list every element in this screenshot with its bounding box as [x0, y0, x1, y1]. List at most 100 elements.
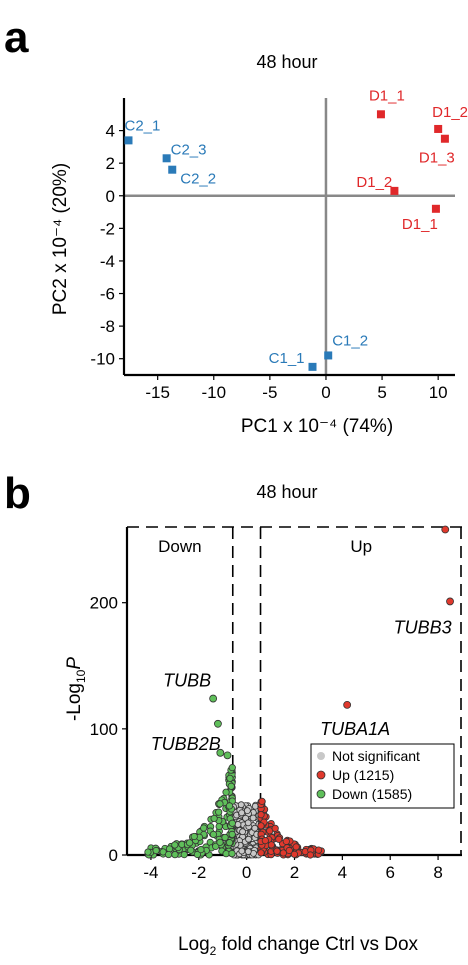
pca-point-label: C2_1 [124, 117, 160, 134]
volcano-legend-swatch [316, 789, 326, 799]
volcano-x-tick-label: -2 [191, 863, 206, 882]
volcano-region-up-label: Up [350, 537, 372, 556]
volcano-point-down [228, 819, 236, 827]
volcano-gene-label-tubb2b: TUBB2B [151, 734, 221, 754]
volcano-point-up [290, 850, 299, 858]
pca-x-tick-label: -10 [201, 383, 226, 402]
volcano-point-not-significant [234, 821, 242, 828]
pca-y-tick-label: 4 [106, 122, 115, 141]
pca-point-c1-1 [308, 362, 317, 371]
volcano-point-up [279, 849, 287, 857]
volcano-point-down [228, 830, 236, 838]
volcano-point-down [216, 838, 224, 846]
pca-y-tick-label: 0 [106, 187, 115, 206]
pca-y-tick-label: -2 [100, 219, 115, 238]
volcano-point-down [222, 850, 230, 858]
volcano-point-down [186, 839, 194, 847]
pca-y-tick-label: 2 [106, 154, 115, 173]
volcano-point-up [314, 846, 323, 854]
pca-point-label: C1_2 [332, 332, 368, 349]
volcano-point-down [187, 846, 195, 854]
volcano-point-down [190, 832, 198, 841]
volcano-point-not-significant [244, 819, 252, 827]
volcano-point-up [257, 849, 265, 857]
volcano-point-down-highlight [209, 694, 218, 703]
volcano-point-up [275, 835, 283, 843]
panel-b-letter: b [4, 469, 31, 518]
volcano-point-down [200, 824, 208, 832]
volcano-point-up [271, 824, 279, 832]
volcano-point-up [282, 837, 290, 845]
volcano-point-not-significant [238, 847, 246, 855]
volcano-legend-swatch [317, 752, 325, 760]
volcano-point-up [292, 843, 300, 851]
volcano-point-up [273, 847, 281, 855]
pca-y-tick-label: -6 [100, 285, 115, 304]
pca-plot: -15 -10 -5 0 5 10 4 2 0 -2 -4 -6 -8 -10 C2_1 C2_3 C2_2 C1… [90, 87, 468, 402]
pca-x-tick-label: 10 [429, 383, 448, 402]
pca-x-tick-label: -15 [145, 383, 170, 402]
volcano-y-tick-label: 100 [90, 720, 118, 739]
volcano-x-tick-label: -4 [143, 863, 158, 882]
volcano-point-up-highlight [446, 597, 454, 606]
pca-point-label: D1_3 [419, 150, 455, 167]
panel-a: a 48 hour -15 -10 -5 0 5 10 4 2 0 -2 -4 -6 -8 -10 C2_1… [4, 13, 468, 437]
volcano-point-down [226, 774, 234, 782]
panel-a-letter: a [4, 13, 29, 62]
volcano-point-up [261, 837, 269, 845]
volcano-point-not-significant [239, 828, 246, 836]
pca-y-axis-label: PC2 x 10⁻⁴ (20%) [50, 163, 71, 315]
volcano-point-down [212, 842, 220, 850]
volcano-point-down [171, 851, 179, 859]
volcano-point-not-significant [251, 802, 259, 810]
volcano-point-down-highlight [223, 751, 232, 760]
volcano-point-not-significant [251, 824, 259, 832]
volcano-point-up [258, 797, 266, 805]
volcano-point-down-highlight [216, 748, 225, 757]
volcano-point-up [267, 841, 275, 849]
volcano-point-down [227, 782, 235, 790]
pca-point-d1-2 [434, 124, 443, 133]
volcano-point-down [226, 839, 234, 847]
pca-x-axis-label: PC1 x 10⁻⁴ (74%) [241, 416, 393, 437]
volcano-legend-label: Up (1215) [332, 767, 394, 783]
volcano-point-down [228, 764, 236, 772]
volcano-point-down [171, 841, 179, 849]
volcano-point-up [257, 822, 265, 830]
volcano-point-not-significant [238, 809, 246, 817]
volcano-point-down [215, 808, 223, 816]
volcano-x-tick-label: 0 [242, 863, 251, 882]
pca-point-c2-2 [168, 165, 177, 174]
pca-point-d1-2 [390, 186, 399, 195]
volcano-legend-swatch [316, 770, 326, 780]
volcano-point-up [306, 851, 314, 859]
pca-x-tick-label: 0 [321, 383, 330, 402]
volcano-point-down [180, 851, 188, 859]
pca-point-label: C2_2 [180, 171, 216, 188]
volcano-x-tick-label: 8 [433, 863, 442, 882]
volcano-point-up-highlight [343, 700, 352, 709]
pca-title: 48 hour [256, 52, 317, 72]
volcano-legend [310, 743, 455, 809]
volcano-region-down-label: Down [158, 537, 201, 556]
volcano-gene-label-tubb3: TUBB3 [394, 617, 452, 637]
volcano-point-down [221, 833, 229, 842]
pca-y-tick-label: -4 [100, 252, 115, 271]
volcano-x-tick-label: 2 [290, 863, 299, 882]
volcano-x-tick-label: 4 [338, 863, 347, 882]
pca-point-d1-1 [376, 110, 385, 119]
volcano-y-tick-label: 200 [90, 594, 118, 613]
pca-point-c1-2 [324, 351, 333, 360]
panel-b: b 48 hour -4 -2 0 2 4 6 8 0 100 200 Down Up TUBB3 TUB… [4, 469, 462, 958]
volcano-gene-label-tubb: TUBB [163, 671, 211, 691]
pca-point-label: C2_3 [171, 141, 207, 158]
volcano-point-down [193, 850, 202, 859]
volcano-point-not-significant [245, 835, 252, 843]
volcano-point-not-significant [244, 848, 252, 855]
pca-point-label: D1_2 [432, 104, 468, 121]
volcano-point-down [164, 850, 173, 859]
volcano-point-up [285, 846, 293, 855]
pca-point-label: D1_2 [356, 174, 392, 191]
volcano-x-axis-label: Log2 fold change Ctrl vs Dox [178, 934, 419, 958]
